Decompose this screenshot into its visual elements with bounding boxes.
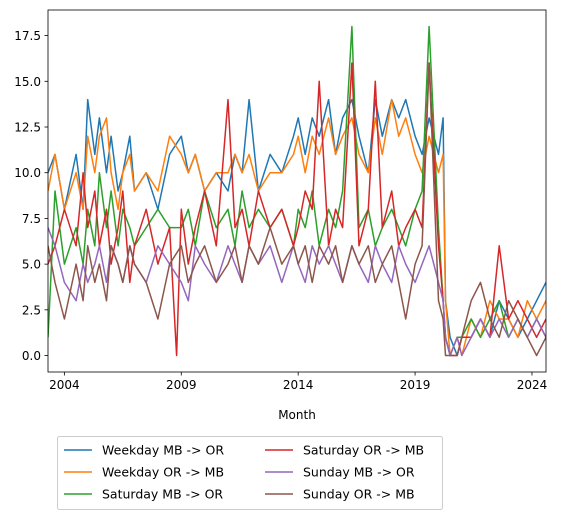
y-tick-label: 10.0 bbox=[14, 166, 41, 180]
x-tick-label: 2004 bbox=[49, 378, 80, 392]
x-axis: 2004 2009 2014 2019 2024 bbox=[49, 372, 547, 392]
y-tick-label: 7.5 bbox=[22, 212, 41, 226]
legend-label: Sunday MB -> OR bbox=[303, 465, 415, 480]
legend-frame bbox=[57, 436, 443, 510]
x-axis-label: Month bbox=[278, 408, 316, 422]
x-tick-label: 2014 bbox=[283, 378, 314, 392]
series-line-6 bbox=[48, 62, 546, 357]
y-tick-label: 2.5 bbox=[22, 303, 41, 317]
y-tick-label: 0.0 bbox=[22, 349, 41, 363]
y-tick-label: 5.0 bbox=[22, 258, 41, 272]
x-tick-label: 2024 bbox=[517, 378, 548, 392]
x-tick-label: 2009 bbox=[166, 378, 197, 392]
plot-area-background bbox=[48, 10, 546, 372]
x-tick-label: 2019 bbox=[400, 378, 431, 392]
series-layer bbox=[48, 25, 546, 357]
plot-frame bbox=[47, 9, 547, 373]
legend-label: Weekday OR -> MB bbox=[102, 465, 224, 480]
legend-label: Saturday MB -> OR bbox=[102, 487, 223, 502]
legend-label: Saturday OR -> MB bbox=[303, 443, 424, 458]
legend-label: Sunday OR -> MB bbox=[303, 487, 415, 502]
y-axis: 0.0 2.5 5.0 7.5 10.0 12.5 15.0 17.5 bbox=[14, 29, 48, 363]
y-tick-label: 12.5 bbox=[14, 121, 41, 135]
legend: Weekday MB -> OR Weekday OR -> MB Saturday… bbox=[57, 436, 443, 510]
y-tick-label: 17.5 bbox=[14, 29, 41, 43]
y-tick-label: 15.0 bbox=[14, 75, 41, 89]
legend-label: Weekday MB -> OR bbox=[102, 443, 224, 458]
series-line-1 bbox=[48, 98, 546, 357]
